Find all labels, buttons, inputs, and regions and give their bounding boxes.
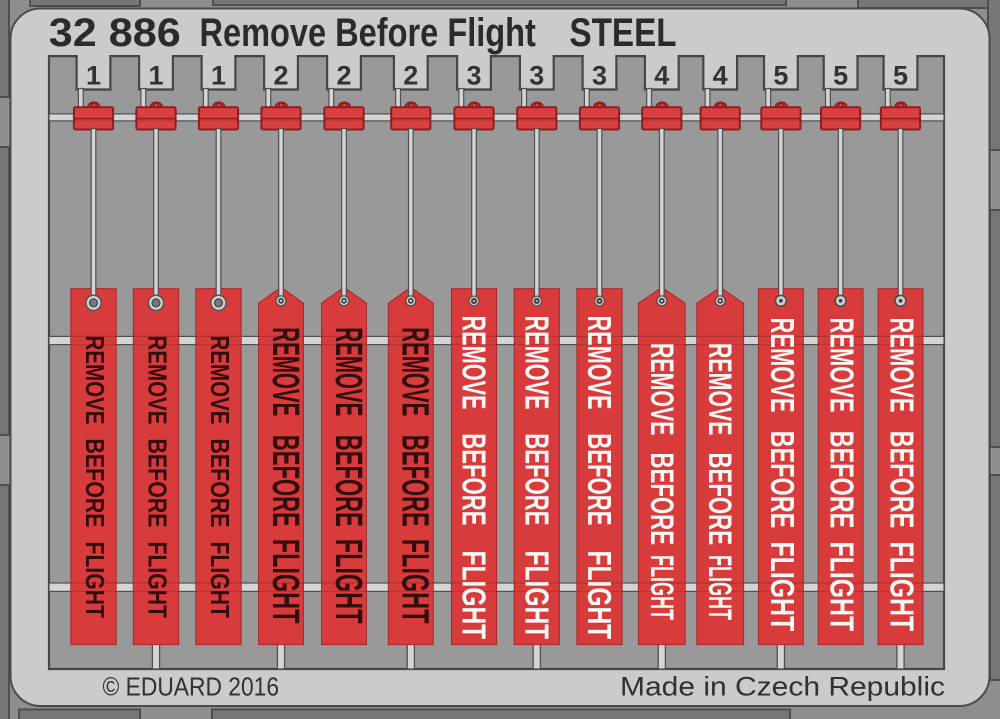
svg-text:BEFORE: BEFORE [644, 453, 680, 546]
svg-text:5: 5 [893, 61, 908, 91]
svg-text:Remove Before Flight: Remove Before Flight [200, 11, 536, 55]
svg-text:STEEL: STEEL [569, 11, 676, 55]
svg-text:2: 2 [336, 61, 351, 91]
svg-text:BEFORE: BEFORE [80, 439, 110, 528]
svg-text:BEFORE: BEFORE [702, 453, 738, 546]
svg-text:BEFORE: BEFORE [264, 435, 306, 527]
svg-text:BEFORE: BEFORE [883, 431, 920, 529]
svg-text:REMOVE: REMOVE [327, 327, 369, 416]
svg-text:3: 3 [466, 61, 481, 91]
svg-text:FLIGHT: FLIGHT [143, 542, 173, 619]
svg-text:REMOVE: REMOVE [456, 316, 493, 410]
svg-text:REMOVE: REMOVE [394, 327, 436, 416]
svg-text:4: 4 [713, 61, 728, 91]
svg-text:32 886: 32 886 [49, 11, 181, 55]
svg-text:REMOVE: REMOVE [823, 318, 860, 413]
svg-text:REMOVE: REMOVE [883, 318, 920, 413]
svg-text:FLIGHT: FLIGHT [205, 542, 235, 619]
svg-text:REMOVE: REMOVE [80, 336, 110, 425]
svg-text:5: 5 [773, 61, 788, 91]
svg-text:BEFORE: BEFORE [581, 433, 618, 525]
svg-text:REMOVE: REMOVE [702, 343, 738, 436]
svg-text:BEFORE: BEFORE [327, 435, 369, 527]
svg-text:1: 1 [211, 61, 226, 91]
svg-text:5: 5 [833, 61, 848, 91]
svg-text:1: 1 [86, 61, 101, 91]
svg-text:FLIGHT: FLIGHT [394, 539, 436, 624]
svg-text:REMOVE: REMOVE [205, 336, 235, 425]
svg-text:REMOVE: REMOVE [143, 336, 173, 425]
svg-text:FLIGHT: FLIGHT [80, 542, 110, 619]
svg-text:FLIGHT: FLIGHT [581, 551, 618, 640]
svg-text:1: 1 [148, 61, 163, 91]
svg-text:4: 4 [654, 61, 669, 91]
svg-text:FLIGHT: FLIGHT [702, 555, 738, 620]
svg-text:BEFORE: BEFORE [456, 433, 493, 525]
svg-text:FLIGHT: FLIGHT [823, 542, 860, 632]
svg-text:REMOVE: REMOVE [644, 343, 680, 436]
svg-text:FLIGHT: FLIGHT [456, 551, 493, 640]
svg-text:2: 2 [403, 61, 418, 91]
svg-text:BEFORE: BEFORE [205, 439, 235, 528]
svg-text:BEFORE: BEFORE [394, 435, 436, 527]
svg-text:BEFORE: BEFORE [763, 431, 800, 529]
svg-text:2: 2 [273, 61, 288, 91]
svg-text:FLIGHT: FLIGHT [264, 539, 306, 624]
svg-text:BEFORE: BEFORE [143, 439, 173, 528]
svg-text:REMOVE: REMOVE [763, 318, 800, 413]
svg-text:3: 3 [592, 61, 607, 91]
svg-text:REMOVE: REMOVE [519, 316, 556, 410]
svg-text:REMOVE: REMOVE [264, 327, 306, 416]
svg-text:BEFORE: BEFORE [519, 433, 556, 525]
svg-text:FLIGHT: FLIGHT [763, 542, 800, 632]
svg-text:BEFORE: BEFORE [823, 431, 860, 529]
svg-text:© EDUARD 2016: © EDUARD 2016 [103, 671, 280, 701]
svg-text:REMOVE: REMOVE [581, 316, 618, 410]
svg-text:FLIGHT: FLIGHT [327, 539, 369, 624]
svg-text:FLIGHT: FLIGHT [644, 555, 680, 620]
svg-text:Made in Czech Republic: Made in Czech Republic [620, 671, 945, 701]
svg-text:FLIGHT: FLIGHT [883, 542, 920, 632]
svg-text:FLIGHT: FLIGHT [519, 551, 556, 640]
svg-text:3: 3 [529, 61, 544, 91]
